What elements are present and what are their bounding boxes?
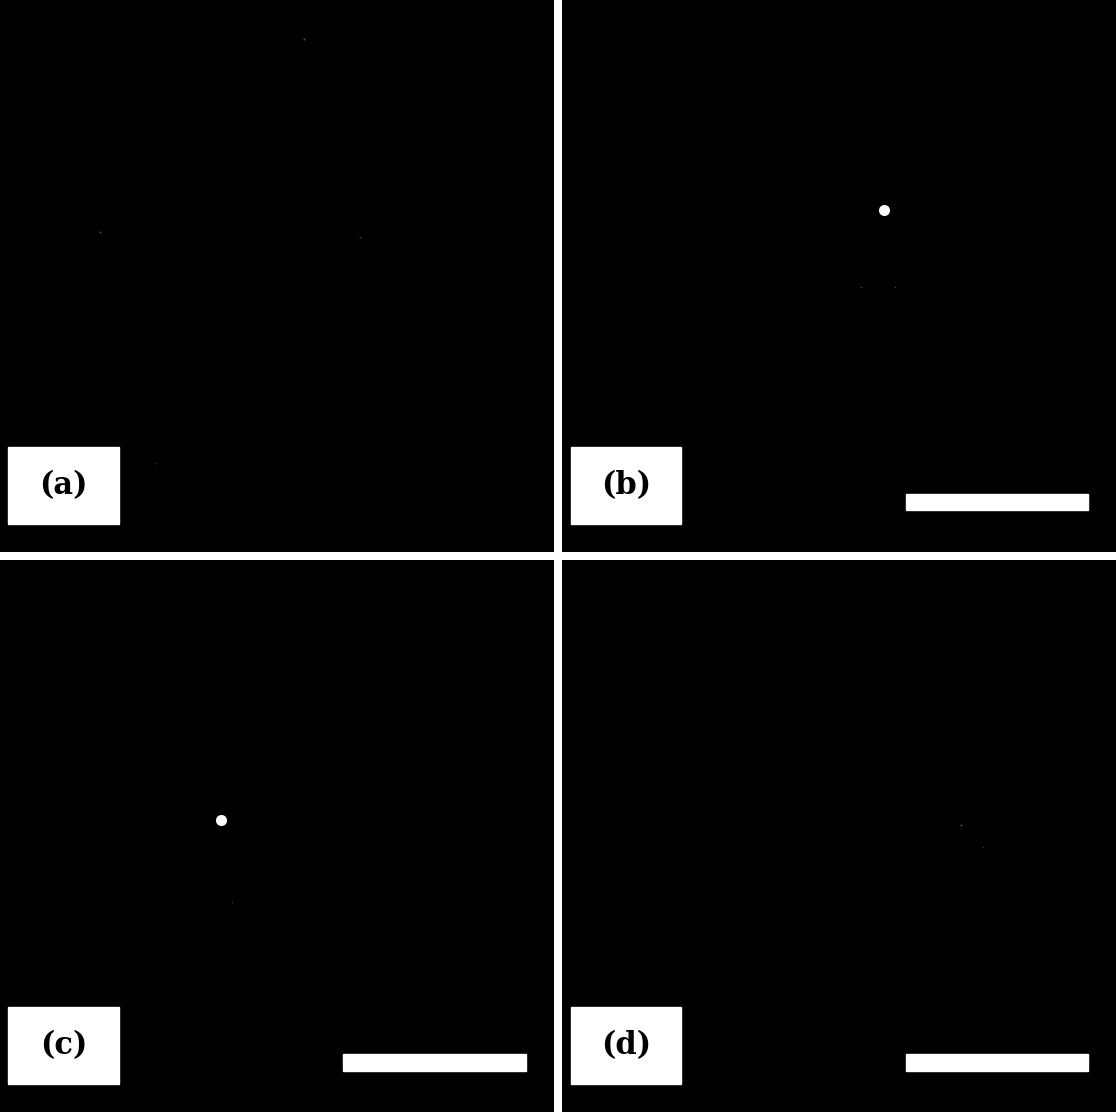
- Bar: [906, 494, 1088, 510]
- Text: (a): (a): [39, 470, 88, 500]
- Bar: [570, 1007, 682, 1084]
- Bar: [570, 447, 682, 524]
- Bar: [8, 1007, 119, 1084]
- Bar: [906, 1054, 1088, 1071]
- Text: (c): (c): [40, 1031, 87, 1061]
- Text: (b): (b): [602, 470, 651, 500]
- Bar: [0, 552, 1116, 560]
- Bar: [344, 1054, 526, 1071]
- Text: (d): (d): [602, 1031, 651, 1061]
- Bar: [554, 0, 562, 1112]
- Bar: [8, 447, 119, 524]
